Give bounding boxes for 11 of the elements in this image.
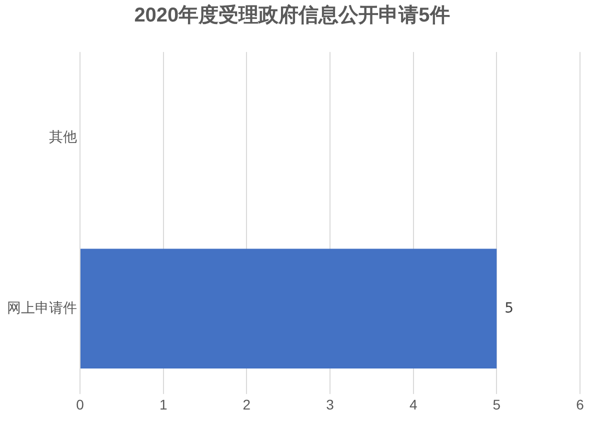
chart-title: 2020年度受理政府信息公开申请5件 [134, 4, 450, 27]
x-tick-label: 1 [159, 396, 168, 412]
y-tick-label: 网上申请件 [7, 300, 77, 316]
x-tick-label: 4 [409, 396, 418, 412]
x-tick-label: 6 [576, 396, 584, 412]
data-label: 5 [504, 300, 514, 316]
x-tick-label: 2 [242, 396, 251, 412]
x-tick-label: 0 [76, 396, 84, 412]
x-tick-label: 3 [326, 396, 334, 412]
y-tick-label: 其他 [49, 128, 77, 144]
x-tick-label: 5 [492, 396, 501, 412]
